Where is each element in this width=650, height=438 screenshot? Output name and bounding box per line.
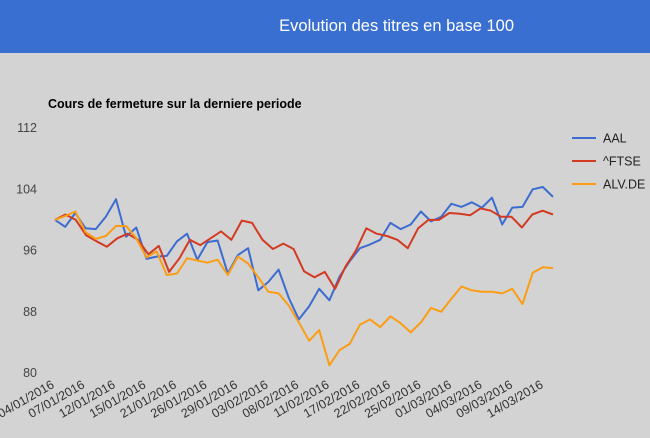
y-tick-label: 80 [23, 366, 37, 380]
legend-label-aal: AAL [603, 132, 627, 146]
series-line-ftse [54, 207, 554, 290]
app-title: Evolution des titres en base 100 [279, 17, 514, 35]
y-tick-label: 112 [17, 121, 37, 135]
series-line-aal [54, 186, 554, 321]
legend-label-ftse: ^FTSE [603, 155, 641, 169]
y-tick-label: 104 [16, 182, 37, 196]
y-axis: 80 88 96 104 112 [16, 121, 37, 380]
chart-title: Cours de fermeture sur la derniere perio… [48, 97, 302, 111]
app-header: Evolution des titres en base 100 [0, 0, 650, 53]
y-tick-label: 96 [23, 244, 37, 258]
legend-label-alv-de: ALV.DE [603, 178, 645, 192]
x-axis: 04/01/201607/01/201612/01/201615/01/2016… [0, 377, 546, 420]
line-chart: Cours de fermeture sur la derniere perio… [0, 97, 645, 421]
y-tick-label: 88 [23, 305, 37, 319]
series-layer [54, 186, 554, 367]
legend: AAL ^FTSE ALV.DE [572, 132, 645, 192]
series-line-alv-de [54, 210, 554, 367]
